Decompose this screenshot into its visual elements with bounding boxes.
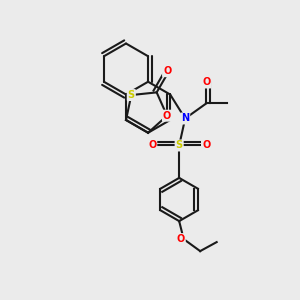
Text: O: O (202, 140, 210, 151)
Text: S: S (128, 90, 135, 100)
Text: O: O (163, 66, 171, 76)
Text: N: N (181, 113, 189, 124)
Text: S: S (176, 140, 183, 151)
Text: O: O (176, 234, 185, 244)
Text: O: O (163, 111, 171, 121)
Text: O: O (148, 140, 156, 151)
Text: O: O (202, 77, 210, 88)
